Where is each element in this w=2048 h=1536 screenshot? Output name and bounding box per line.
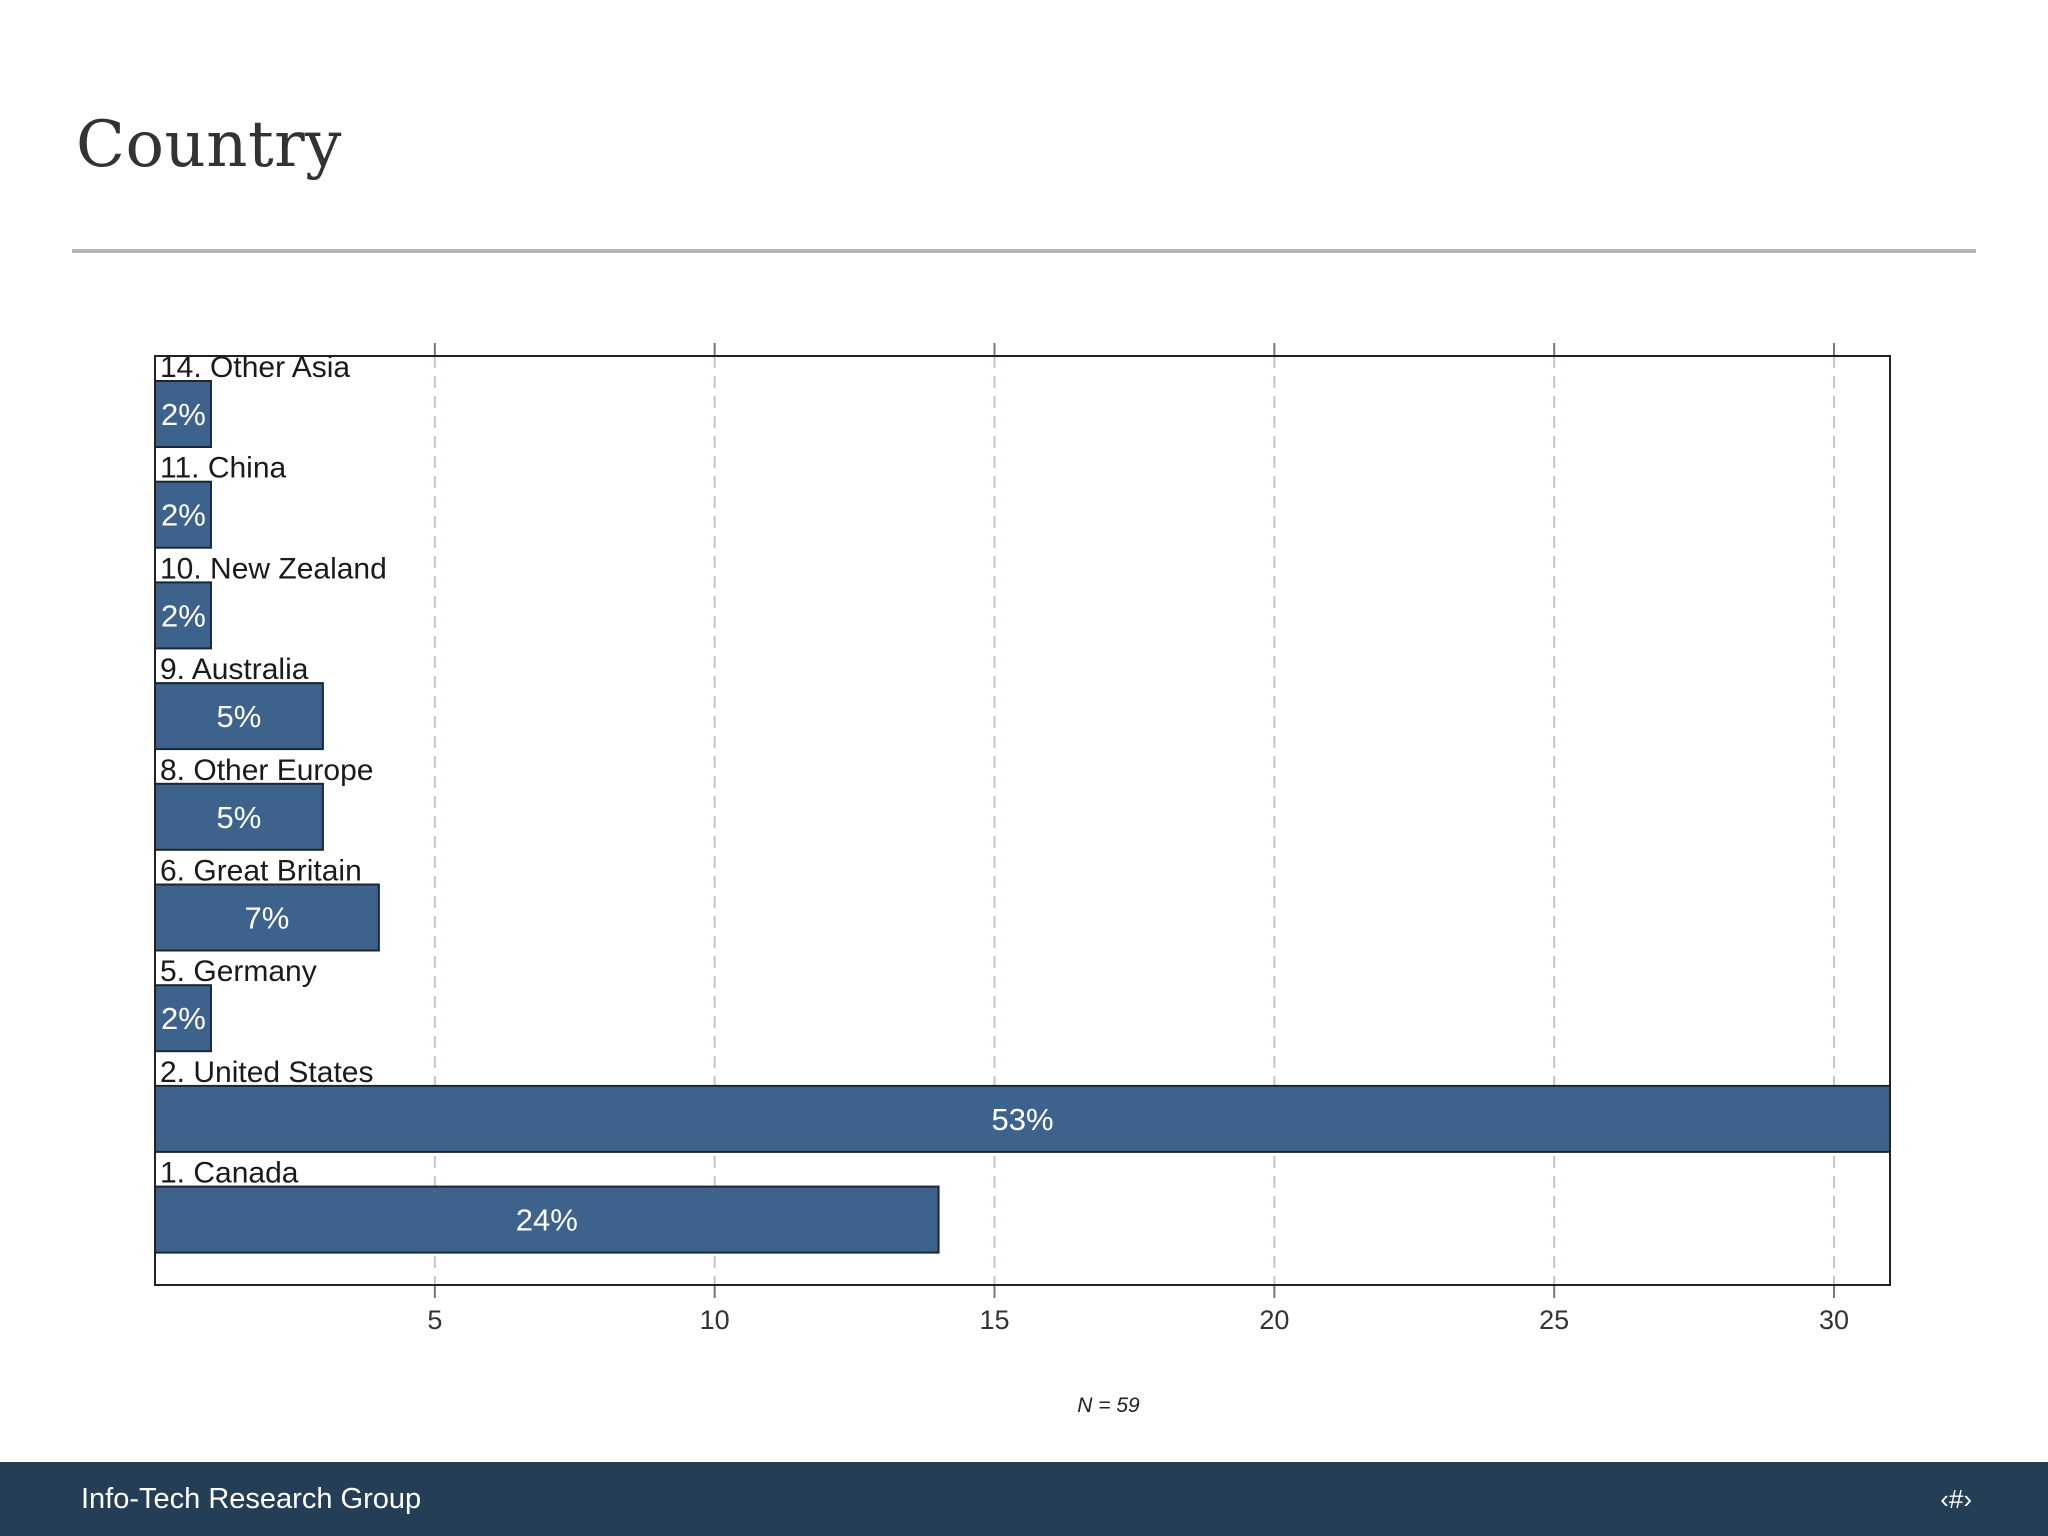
sample-size-note: N = 59 [1077,1394,1140,1417]
data-label: 2% [161,1001,206,1036]
data-label: 24% [516,1203,578,1238]
data-label: 2% [161,397,206,432]
data-label: 5% [217,800,262,835]
data-label: 7% [245,901,290,936]
title-divider [72,249,1976,253]
frame-layer [154,343,1891,1298]
footer-bar: Info-Tech Research Group ‹#› [0,1462,2048,1536]
data-label: 2% [161,598,206,633]
plot-frame [154,355,1891,1286]
bar [154,581,212,650]
footer-brand: Info-Tech Research Group [81,1483,422,1515]
x-tick-label: 10 [700,1305,730,1335]
category-label: 8. Other Europe [160,754,373,787]
data-label: 5% [217,699,262,734]
category-label: 6. Great Britain [160,855,362,888]
bar [154,1185,940,1254]
country-bar-chart: 5 10 15 20 25 30 14. Other Asia 2% 11. China 2% 10… [154,343,1891,1417]
data-label: 53% [991,1102,1053,1137]
bar [154,782,324,851]
x-tick-label: 5 [427,1305,442,1335]
x-tick-label: 30 [1819,1305,1849,1335]
x-tick-label: 20 [1259,1305,1289,1335]
category-label: 11. China [160,452,287,485]
category-label: 10. New Zealand [160,552,387,585]
category-label: 2. United States [160,1056,373,1089]
bar [154,984,212,1053]
data-label: 2% [161,498,206,533]
category-label: 9. Australia [160,653,309,686]
category-label: 5. Germany [160,955,317,988]
category-label: 1. Canada [160,1157,299,1190]
x-tick-label: 25 [1539,1305,1569,1335]
x-tick-label: 15 [979,1305,1009,1335]
page-number: ‹#› [1940,1484,1972,1514]
grid-layer [433,356,1836,1285]
slide-title: Country [76,108,342,182]
category-label: 14. Other Asia [160,351,350,384]
text-layer: 5 10 15 20 25 30 14. Other Asia 2% 11. China 2% 10… [160,351,1849,1417]
